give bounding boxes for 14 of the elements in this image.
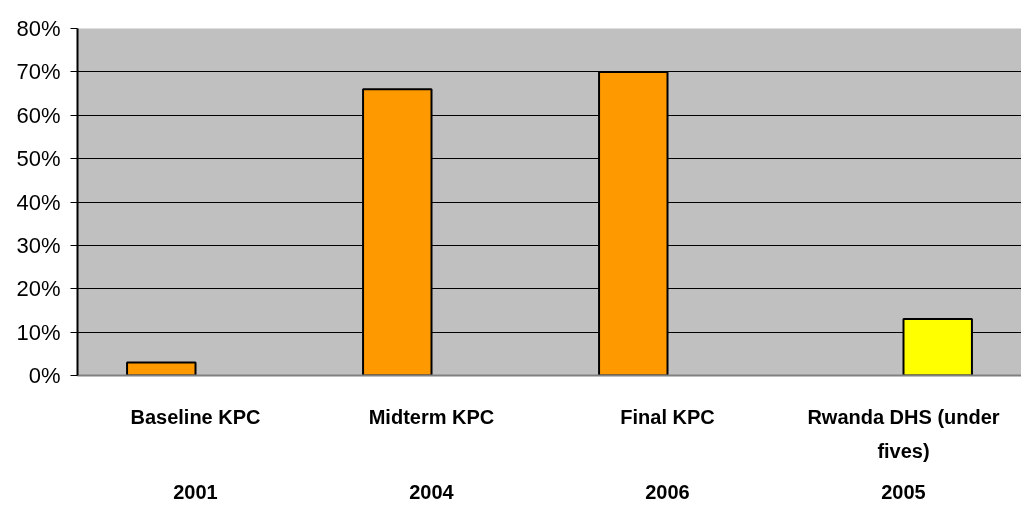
y-tick-label: 20% [16, 276, 61, 302]
bar [126, 361, 197, 376]
category-label: Midterm KPC 2004 [368, 405, 495, 503]
y-tick-label: 70% [16, 59, 61, 85]
category-label: Baseline KPC 2001 [130, 405, 261, 503]
category-label: Rwanda DHS (under fives) 2005 [807, 405, 1000, 503]
y-tick-label: 80% [16, 16, 61, 41]
y-tick-label: 40% [16, 189, 61, 215]
y-tick-label: 10% [16, 319, 61, 345]
category-label: Final KPC 2006 [620, 405, 715, 503]
y-tick-label: 50% [16, 146, 61, 172]
y-tick-label: 60% [16, 102, 61, 128]
y-tick-label: 0% [28, 363, 61, 388]
y-tick-label: 30% [16, 232, 61, 258]
